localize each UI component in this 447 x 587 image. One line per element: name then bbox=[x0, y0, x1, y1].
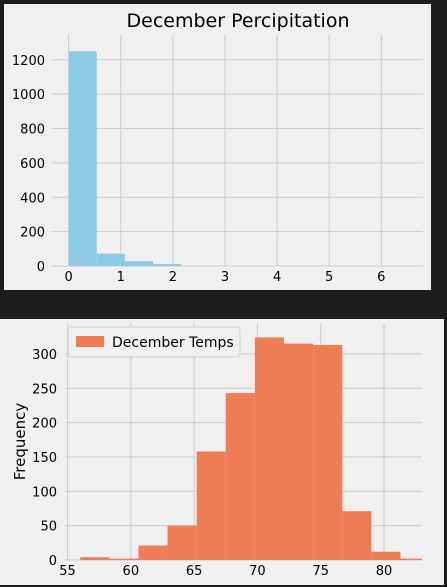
y-tick-label: 1000 bbox=[12, 88, 45, 103]
x-tick-label: 70 bbox=[249, 564, 266, 579]
histogram-bar bbox=[124, 261, 154, 266]
temperature-histogram: 55 60 65 70 75 80 0 50 100 150 200 250 300 Frequency D… bbox=[11, 323, 422, 579]
histogram-bar bbox=[342, 511, 372, 560]
x-tick-label: 6 bbox=[377, 270, 385, 285]
y-axis-label: Frequency bbox=[11, 403, 29, 481]
histogram-bar bbox=[196, 451, 226, 560]
y-tick-label: 300 bbox=[32, 348, 57, 363]
histogram-bar bbox=[153, 263, 182, 266]
x-tick-label: 80 bbox=[376, 564, 393, 579]
temperature-chart-panel: 55 60 65 70 75 80 0 50 100 150 200 250 300 Frequency D… bbox=[0, 319, 444, 585]
legend-label: December Temps bbox=[112, 335, 234, 351]
histogram-bar bbox=[96, 253, 125, 266]
y-tick-label: 1200 bbox=[12, 54, 45, 69]
y-tick-label: 0 bbox=[37, 260, 45, 275]
y-tick-label: 50 bbox=[40, 520, 57, 535]
histogram-bar bbox=[167, 525, 197, 560]
chart-title: December Percipitation bbox=[127, 10, 350, 32]
x-tick-label: 1 bbox=[117, 270, 125, 285]
x-tick-label: 3 bbox=[221, 270, 229, 285]
x-tick-label: 65 bbox=[186, 564, 203, 579]
legend-box bbox=[67, 326, 241, 358]
y-tick-label: 400 bbox=[20, 191, 45, 206]
histogram-bar bbox=[284, 343, 314, 560]
x-tick-label: 5 bbox=[325, 270, 333, 285]
x-tick-label: 2 bbox=[169, 270, 177, 285]
y-tick-label: 0 bbox=[49, 554, 57, 569]
histogram-bar bbox=[109, 558, 139, 560]
precipitation-chart-panel: 0 1 2 3 4 5 6 0 200 400 600 800 1000 1200 December Per… bbox=[4, 4, 431, 290]
histogram-bar bbox=[225, 393, 255, 560]
histogram-bar bbox=[80, 557, 110, 560]
y-tick-label: 600 bbox=[20, 157, 45, 172]
x-tick-label: 4 bbox=[273, 270, 281, 285]
y-tick-label: 200 bbox=[32, 417, 57, 432]
histogram-bar bbox=[400, 558, 422, 560]
y-tick-label: 150 bbox=[32, 451, 57, 466]
histogram-bar bbox=[68, 51, 97, 267]
y-tick-label: 800 bbox=[20, 123, 45, 138]
x-tick-label: 55 bbox=[59, 564, 76, 579]
y-tick-label: 100 bbox=[32, 485, 57, 500]
legend-swatch bbox=[76, 336, 104, 347]
y-tick-label: 250 bbox=[32, 382, 57, 397]
x-tick-label: 60 bbox=[123, 564, 140, 579]
histogram-bar bbox=[371, 551, 401, 560]
x-tick-label: 0 bbox=[64, 270, 72, 285]
histogram-bar bbox=[138, 545, 168, 560]
y-tick-label: 200 bbox=[20, 226, 45, 241]
histogram-bar bbox=[254, 337, 285, 560]
x-tick-label: 75 bbox=[312, 564, 329, 579]
histogram-bar bbox=[313, 344, 343, 560]
precipitation-histogram: 0 1 2 3 4 5 6 0 200 400 600 800 1000 1200 December Per… bbox=[12, 10, 423, 285]
